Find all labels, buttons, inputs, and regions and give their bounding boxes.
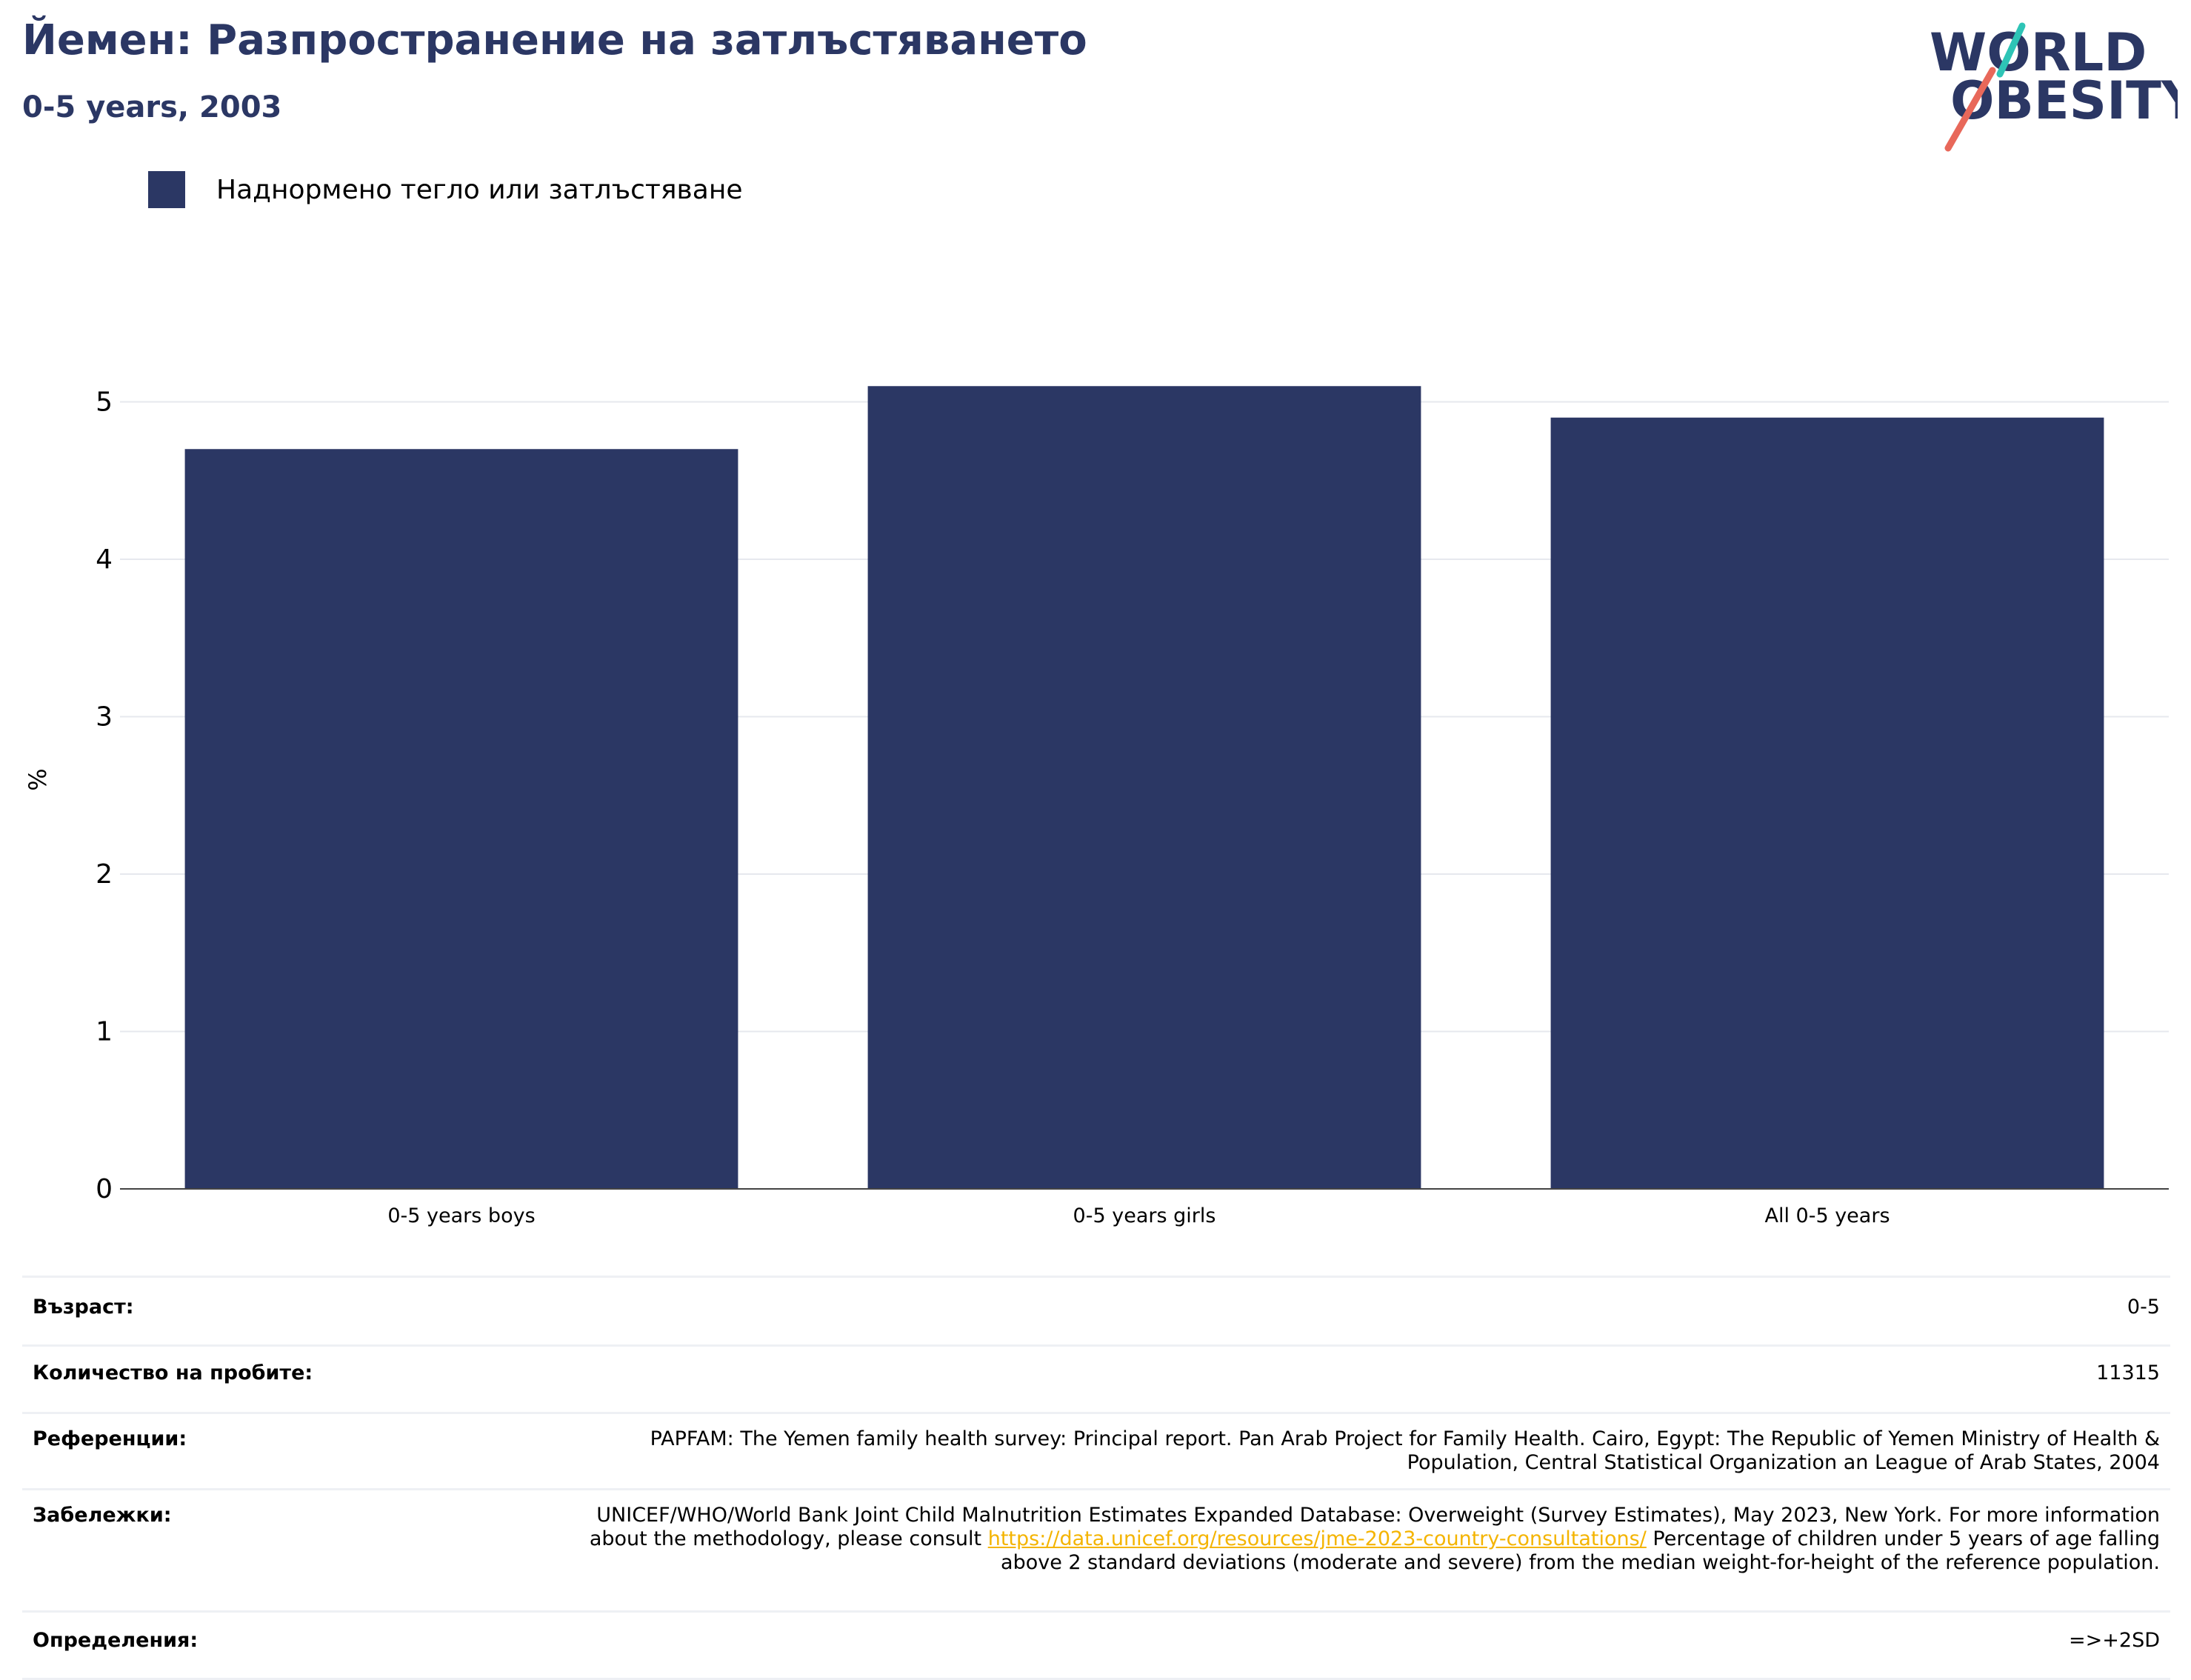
y-tick-label: 3 <box>96 702 113 733</box>
references-label: Референции: <box>22 1412 561 1490</box>
info-row-age: Възраст: 0-5 <box>22 1276 2170 1346</box>
info-row-sample: Количество на пробите: 11315 <box>22 1344 2170 1413</box>
notes-label: Забележки: <box>22 1488 561 1612</box>
info-row-definitions: Определения: =>+2SD <box>22 1610 2170 1680</box>
notes-text-before: UNICEF/WHO/World Bank Joint Child Malnut… <box>589 1504 2160 1550</box>
logo-line1: WORLD <box>1930 22 2147 83</box>
info-table: Възраст: 0-5 Количество на пробите: 1131… <box>22 1276 2170 1680</box>
x-tick-labels: 0-5 years boys 0-5 years girls All 0-5 yea… <box>387 1204 1890 1227</box>
sample-value: 11315 <box>561 1344 2170 1413</box>
y-axis-label: % <box>24 768 52 790</box>
legend-swatch[interactable] <box>148 171 185 208</box>
y-tick-label: 2 <box>96 859 113 890</box>
x-tick-label: All 0-5 years <box>1764 1204 1890 1227</box>
logo-slash-teal <box>1996 22 2026 78</box>
bar[interactable] <box>184 449 738 1189</box>
x-tick-label: 0-5 years boys <box>387 1204 535 1227</box>
methodology-link[interactable]: https://data.unicef.org/resources/jme-20… <box>987 1527 1647 1550</box>
definitions-value: =>+2SD <box>561 1610 2170 1680</box>
legend-label[interactable]: Наднормено тегло или затлъстяване <box>216 174 743 205</box>
age-value: 0-5 <box>561 1276 2170 1346</box>
y-tick-label: 0 <box>96 1174 113 1204</box>
info-row-references: Референции: PAPFAM: The Yemen family hea… <box>22 1412 2170 1490</box>
age-label: Възраст: <box>22 1276 561 1346</box>
chart-subtitle: 0-5 years, 2003 <box>22 90 282 124</box>
sample-label: Количество на пробите: <box>22 1344 561 1413</box>
world-obesity-logo: WORLD OBESITY <box>1930 22 2178 152</box>
notes-value: UNICEF/WHO/World Bank Joint Child Malnut… <box>561 1488 2170 1612</box>
y-tick-label: 5 <box>96 387 113 418</box>
bar[interactable] <box>867 386 1421 1189</box>
y-tick-label: 4 <box>96 544 113 575</box>
logo-slash-coral <box>1944 67 1996 152</box>
y-tick-labels: 0 1 2 3 4 5 <box>96 387 113 1205</box>
definitions-label: Определения: <box>22 1610 561 1680</box>
info-row-notes: Забележки: UNICEF/WHO/World Bank Joint C… <box>22 1488 2170 1612</box>
bar-chart: 0 1 2 3 4 5 0-5 years boys 0-5 years girls All … <box>24 386 2169 1227</box>
legend: Наднормено тегло или затлъстяване <box>148 170 743 209</box>
x-tick-label: 0-5 years girls <box>1073 1204 1216 1227</box>
chart-title: Йемен: Разпространение на затлъстяването <box>22 16 1087 64</box>
bars <box>184 386 2104 1189</box>
references-value: PAPFAM: The Yemen family health survey: … <box>561 1412 2170 1490</box>
notes-text-after: Percentage of children under 5 years of … <box>1001 1527 2160 1574</box>
bar[interactable] <box>1550 417 2104 1189</box>
y-tick-label: 1 <box>96 1017 113 1047</box>
